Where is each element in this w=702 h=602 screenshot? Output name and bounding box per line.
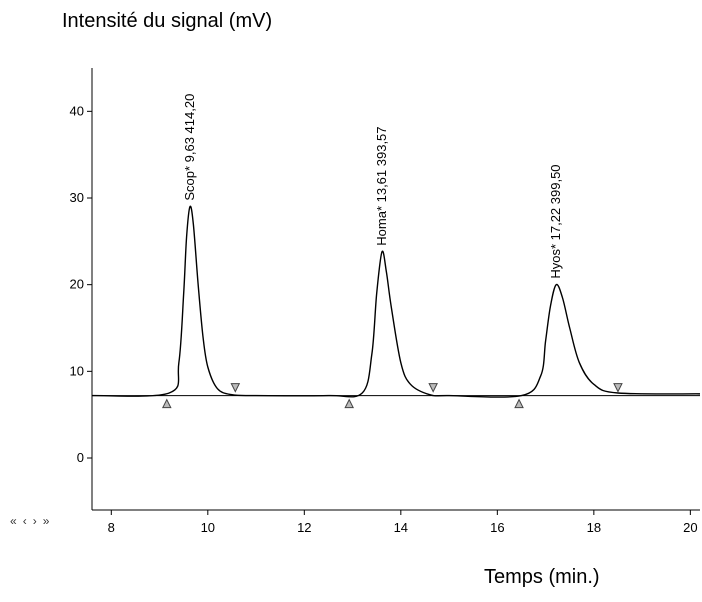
peak-label: Homa* 13,61 393,57 — [374, 126, 389, 245]
nav-next-button[interactable]: › — [32, 514, 39, 528]
x-tick-label: 8 — [108, 520, 115, 535]
y-tick-label: 0 — [77, 450, 84, 465]
x-tick-label: 20 — [683, 520, 697, 535]
y-tick-label: 20 — [70, 277, 84, 292]
peak-end-marker — [613, 383, 623, 393]
x-axis-title: Temps (min.) — [484, 566, 600, 588]
signal-trace — [91, 205, 701, 398]
nav-last-button[interactable]: » — [42, 514, 52, 528]
peak-end-marker — [230, 383, 241, 393]
x-tick-label: 14 — [394, 520, 408, 535]
peak-end-marker — [428, 383, 438, 393]
peak-start-marker — [344, 398, 355, 409]
y-tick-label: 10 — [70, 363, 84, 378]
x-tick-label: 16 — [490, 520, 504, 535]
nav-first-button[interactable]: « — [10, 514, 19, 528]
x-tick-label: 18 — [587, 520, 601, 535]
chart-navigation: « ‹ › » — [10, 514, 51, 528]
y-axis-title: Intensité du signal (mV) — [62, 10, 273, 32]
peak-label: Hyos* 17,22 399,50 — [548, 164, 563, 278]
x-tick-label: 10 — [201, 520, 215, 535]
peak-start-marker — [161, 398, 172, 409]
x-tick-label: 12 — [297, 520, 311, 535]
peak-label: Scop* 9,63 414,20 — [182, 94, 197, 201]
y-tick-label: 30 — [70, 190, 84, 205]
y-tick-label: 40 — [70, 103, 84, 118]
peak-start-marker — [514, 398, 524, 409]
nav-prev-button[interactable]: ‹ — [22, 514, 29, 528]
